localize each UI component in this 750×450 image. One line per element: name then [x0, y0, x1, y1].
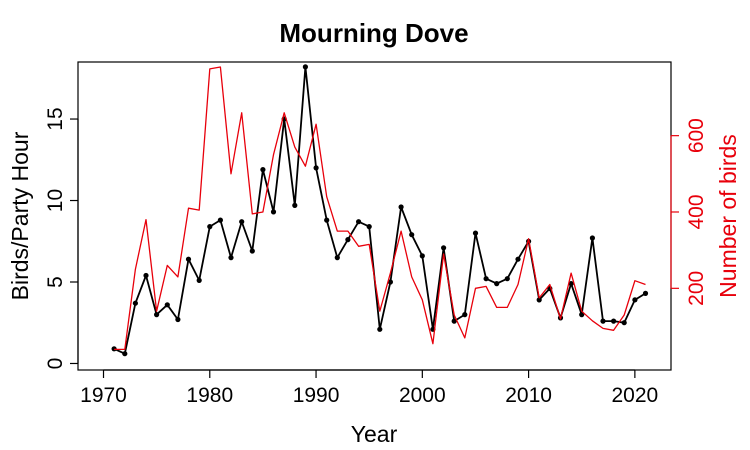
data-point-1979 [196, 277, 202, 283]
data-point-1981 [217, 217, 223, 223]
data-point-1973 [132, 300, 138, 306]
x-tick-label-2010: 2010 [505, 384, 552, 407]
data-point-1974 [143, 272, 149, 279]
x-tick-label-1980: 1980 [186, 384, 233, 407]
data-point-2018 [611, 318, 617, 324]
data-point-2015 [579, 312, 585, 318]
y-right-tick-label-400: 400 [685, 194, 708, 229]
data-point-1998 [398, 204, 404, 210]
y-left-tick-label-0: 0 [44, 358, 67, 370]
y-axis-left: 0 5 10 15 [44, 107, 79, 370]
data-point-2002 [441, 245, 447, 251]
data-point-2020 [632, 297, 638, 303]
data-point-2014 [568, 281, 574, 287]
x-axis: 1970 1980 1990 2000 2010 2020 [80, 369, 659, 407]
data-point-2009 [515, 256, 521, 262]
series-layer [111, 64, 649, 357]
x-tick-label-2000: 2000 [399, 384, 446, 407]
data-point-1990 [313, 165, 319, 171]
data-point-1988 [292, 202, 298, 208]
data-point-1997 [387, 279, 393, 285]
data-point-1989 [302, 64, 308, 70]
data-point-2005 [472, 230, 479, 236]
data-point-1995 [366, 224, 372, 230]
x-tick-label-2020: 2020 [612, 384, 659, 407]
y-axis-label-right: Number of birds [715, 134, 741, 298]
data-point-1977 [175, 316, 181, 323]
data-point-1976 [164, 302, 170, 308]
plot-frame [77, 61, 672, 371]
chart-title: Mourning Dove [279, 18, 468, 48]
data-point-1999 [409, 232, 415, 238]
data-point-2016 [589, 235, 596, 241]
data-point-2006 [483, 276, 489, 282]
x-tick-label-1990: 1990 [293, 384, 340, 407]
x-axis-label: Year [351, 421, 398, 447]
data-point-1986 [270, 209, 277, 215]
data-point-2011 [536, 297, 542, 303]
data-point-1993 [345, 237, 351, 243]
data-point-1972 [122, 351, 128, 357]
data-point-1975 [154, 312, 160, 318]
data-point-2019 [621, 320, 627, 326]
number-of-birds-line [114, 66, 646, 351]
data-point-1982 [228, 255, 234, 261]
y-axis-label-left: Birds/Party Hour [7, 131, 33, 300]
data-point-2007 [494, 281, 500, 287]
y-left-tick-label-5: 5 [44, 276, 67, 288]
y-left-tick-label-10: 10 [44, 189, 67, 212]
data-point-2008 [504, 276, 510, 282]
data-point-2003 [451, 318, 457, 324]
y-axis-right: 200 400 600 [670, 118, 708, 306]
data-point-1985 [260, 167, 266, 173]
data-point-1984 [249, 248, 255, 254]
y-left-tick-label-15: 15 [44, 107, 67, 130]
x-tick-label-1970: 1970 [80, 384, 127, 407]
data-point-2021 [642, 290, 649, 296]
data-point-1991 [324, 217, 330, 223]
data-point-2000 [419, 253, 425, 259]
y-right-tick-label-200: 200 [685, 271, 708, 306]
data-point-1980 [207, 224, 213, 230]
data-point-2004 [462, 312, 468, 318]
data-point-1992 [334, 255, 340, 261]
data-point-2017 [600, 318, 606, 324]
y-right-tick-label-600: 600 [685, 118, 708, 153]
data-point-1996 [377, 326, 383, 332]
data-point-1994 [356, 219, 362, 225]
data-point-1978 [185, 256, 192, 262]
data-point-1983 [239, 219, 245, 225]
